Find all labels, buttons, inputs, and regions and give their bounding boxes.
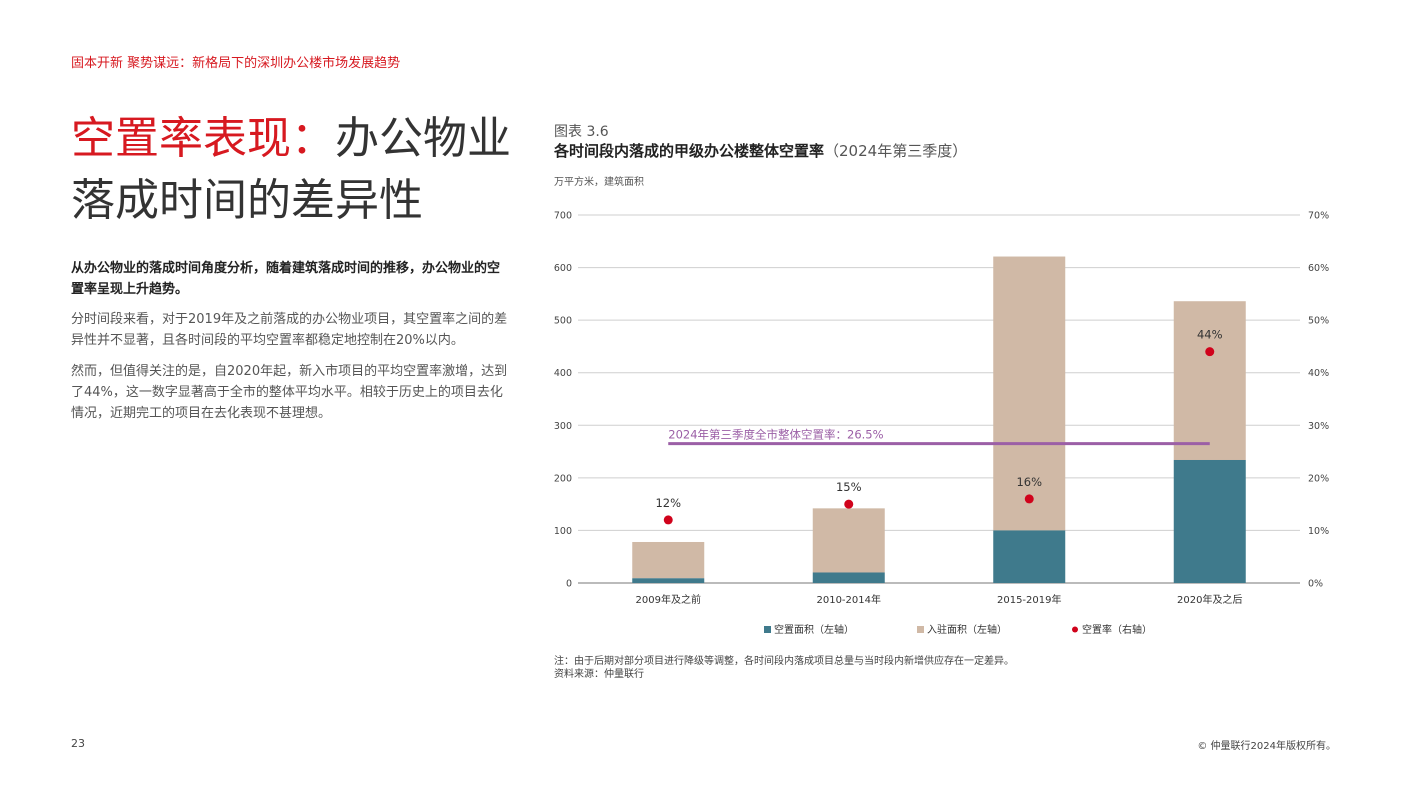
heading-accent: 空置率表现：	[71, 113, 335, 164]
bar-occupied-area	[993, 256, 1066, 531]
footnote: 注：由于后期对部分项目进行降级等调整，各时间段内落成项目总量与当时段内新增供应存…	[554, 656, 1014, 667]
bar-occupied-area	[632, 541, 705, 579]
x-tick-label: 2015-2019年	[997, 593, 1062, 606]
legend-swatch-vacancy-rate	[1072, 626, 1078, 633]
bar-vacant-area	[1173, 459, 1246, 583]
vacancy-rate-point	[663, 515, 673, 525]
body-paragraph-1: 分时间段来看，对于2019年及之前落成的办公物业项目，其空置率之间的差异性并不显…	[71, 312, 508, 348]
legend-swatch-occupied-area	[917, 626, 924, 633]
y-right-tick-label: 10%	[1308, 526, 1329, 537]
page-heading: 空置率表现：办公物业落成时间的差异性	[71, 108, 521, 232]
y-right-tick-label: 70%	[1308, 211, 1329, 222]
reference-line-group: 2024年第三季度全市整体空置率：26.5%	[668, 428, 1210, 446]
unit-label: 万平方米，建筑面积	[554, 177, 644, 188]
page-number: 23	[71, 737, 85, 750]
legend-label: 空置面积（左轴）	[774, 623, 854, 636]
vacancy-rate-label: 12%	[655, 496, 681, 510]
vacancy-rate-point	[1205, 347, 1215, 357]
vacancy-rate-points: 12% 15% 16% 44%	[655, 328, 1223, 525]
figure-title-suffix: （2024年第三季度）	[824, 142, 968, 160]
y-right-tick-label: 0%	[1308, 579, 1323, 590]
bar-occupied-area	[1173, 301, 1246, 460]
y-right-tick-label: 30%	[1308, 421, 1329, 432]
citywide-vacancy-label: 2024年第三季度全市整体空置率：26.5%	[668, 428, 883, 442]
x-tick-label: 2010-2014年	[816, 593, 881, 606]
figure-title: 各时间段内落成的甲级办公楼整体空置率（2024年第三季度）	[554, 140, 967, 161]
figure-notes: 注：由于后期对部分项目进行降级等调整，各时间段内落成项目总量与当时段内新增供应存…	[554, 655, 1014, 681]
y-right-tick-label: 60%	[1308, 263, 1329, 274]
source-note: 资料来源：仲量联行	[554, 669, 644, 680]
bar-vacant-area	[993, 530, 1066, 583]
legend-label: 入驻面积（左轴）	[927, 623, 1007, 636]
y-left-tick-label: 300	[554, 421, 572, 432]
y-left-tick-label: 400	[554, 368, 572, 379]
y-right-tick-label: 40%	[1308, 368, 1329, 379]
chart-legend: 空置面积（左轴） 入驻面积（左轴） 空置率（右轴）	[764, 623, 1152, 636]
body-paragraph-2: 然而，但值得关注的是，自2020年起，新入市项目的平均空置率激增，达到了44%，…	[71, 364, 508, 421]
vacancy-rate-point	[1024, 494, 1034, 504]
x-tick-label: 2020年及之后	[1177, 593, 1242, 606]
lead-paragraph: 从办公物业的落成时间角度分析，随着建筑落成时间的推移，办公物业的空置率呈现上升趋…	[71, 261, 501, 297]
vacancy-rate-label: 44%	[1197, 328, 1223, 342]
y-right-tick-label: 50%	[1308, 316, 1329, 327]
vacancy-rate-point	[844, 499, 854, 509]
copyright-notice: © 仲量联行2024年版权所有。	[1197, 741, 1336, 752]
axis-labels: 0 100 200 300 400 500 600 700 0% 10% 20% 30% 40% 50% 6…	[554, 211, 1329, 607]
figure-title-main: 各时间段内落成的甲级办公楼整体空置率	[554, 142, 825, 160]
y-left-tick-label: 100	[554, 526, 572, 537]
legend-swatch-vacant-area	[764, 626, 771, 633]
bars	[632, 256, 1246, 583]
y-left-tick-label: 700	[554, 211, 572, 222]
bar-vacant-area	[632, 578, 705, 583]
y-left-tick-label: 600	[554, 263, 572, 274]
y-right-tick-label: 20%	[1308, 473, 1329, 484]
vacancy-chart: 0 100 200 300 400 500 600 700 0% 10% 20% 30% 40% 50% 6…	[554, 211, 1329, 637]
document-header: 固本开新 聚势谋远：新格局下的深圳办公楼市场发展趋势	[71, 56, 401, 71]
bar-occupied-area	[812, 508, 885, 573]
vacancy-rate-label: 16%	[1016, 475, 1042, 489]
x-tick-label: 2009年及之前	[636, 593, 701, 606]
y-left-tick-label: 500	[554, 316, 572, 327]
heading-rest: 办公物业落成时间的差异性	[71, 113, 511, 226]
legend-label: 空置率（右轴）	[1082, 623, 1152, 636]
vacancy-rate-label: 15%	[836, 480, 862, 494]
y-left-tick-label: 0	[566, 579, 572, 590]
figure-label: 图表 3.6	[554, 124, 609, 140]
bar-vacant-area	[812, 572, 885, 583]
y-left-tick-label: 200	[554, 473, 572, 484]
